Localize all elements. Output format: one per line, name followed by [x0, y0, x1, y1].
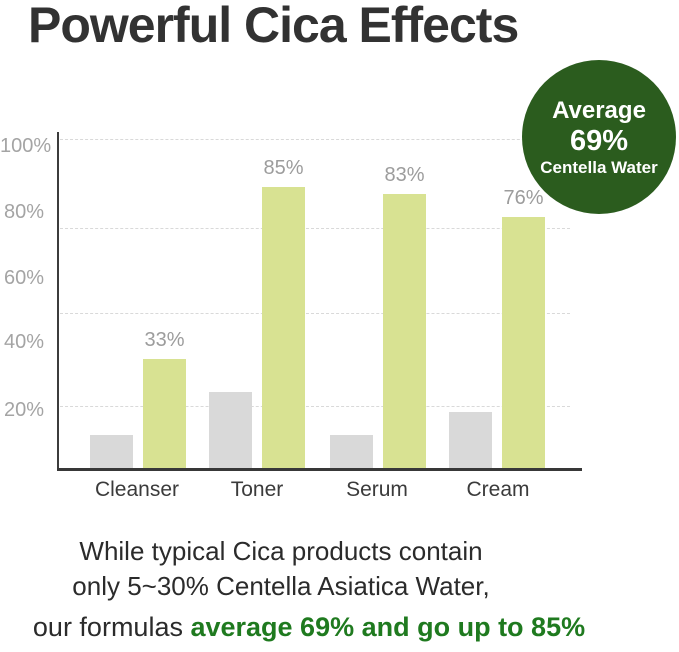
- y-tick-label: 100%: [0, 135, 52, 157]
- gridline: [60, 228, 570, 229]
- caption-typical-products: While typical Cica products contain only…: [0, 534, 562, 604]
- page-title: Powerful Cica Effects: [28, 0, 519, 53]
- value-label-cream: 76%: [503, 187, 544, 209]
- y-tick-label: 60%: [3, 267, 44, 289]
- value-label-serum: 83%: [384, 164, 425, 186]
- x-label-toner: Toner: [230, 478, 284, 501]
- caption-line3-highlight: average 69% and go up to 85%: [190, 612, 586, 642]
- gridline: [60, 139, 570, 140]
- y-tick-label: 80%: [3, 201, 44, 223]
- x-axis-line: [57, 468, 582, 471]
- y-tick-label: 20%: [3, 399, 44, 421]
- value-label-cleanser: 33%: [144, 329, 185, 351]
- x-label-cream: Cream: [466, 478, 530, 501]
- caption-line1: While typical Cica products contain: [79, 536, 483, 566]
- bar-formula-serum: [383, 194, 426, 468]
- y-axis-line: [57, 132, 59, 470]
- y-tick-label: 40%: [3, 331, 44, 353]
- caption-line3-prefix: our formulas: [32, 612, 191, 642]
- caption-our-formulas: our formulas average 69% and go up to 85…: [0, 610, 618, 644]
- badge-value-69: 69%: [569, 124, 629, 157]
- bar-formula-cream: [502, 217, 545, 468]
- gridline: [60, 313, 570, 314]
- gridline: [60, 406, 570, 407]
- bar-typical-cleanser: [90, 435, 133, 468]
- badge-label-average: Average: [552, 96, 646, 124]
- average-badge: Average 69% Centella Water: [522, 60, 676, 214]
- bar-typical-toner: [209, 392, 252, 468]
- caption-line2: only 5~30% Centella Asiatica Water,: [72, 571, 490, 601]
- badge-label-centella-water: Centella Water: [540, 157, 658, 177]
- bar-formula-toner: [262, 187, 305, 468]
- x-label-cleanser: Cleanser: [94, 478, 180, 501]
- bar-typical-cream: [449, 412, 492, 468]
- value-label-toner: 85%: [263, 157, 304, 179]
- bar-typical-serum: [330, 435, 373, 468]
- x-label-serum: Serum: [346, 478, 408, 501]
- bar-formula-cleanser: [143, 359, 186, 468]
